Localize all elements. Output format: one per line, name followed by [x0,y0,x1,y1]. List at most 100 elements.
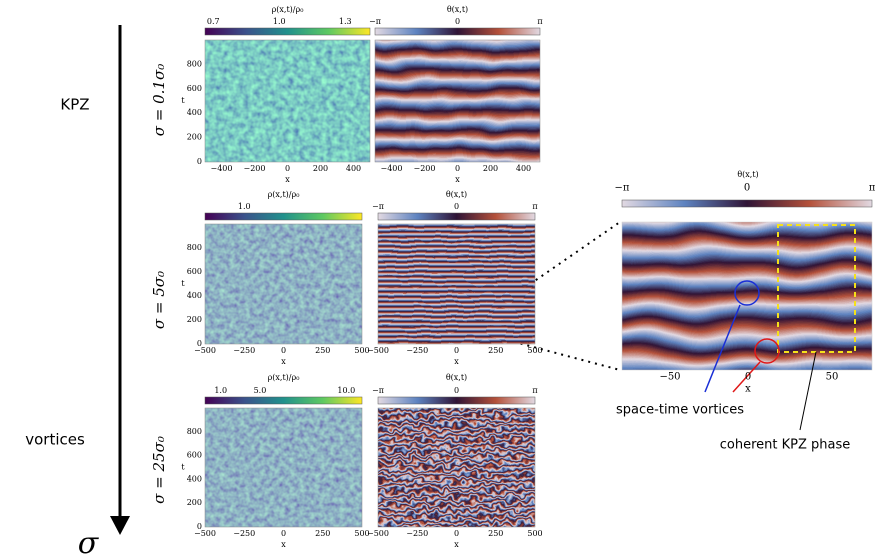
x-label: x [454,540,459,549]
colorbar-tick: −π [615,183,630,194]
colorbar-tick: −π [369,17,381,26]
y-tick-label: 600 [187,267,202,276]
y-tick-label: 0 [197,522,202,531]
colorbar [377,212,536,221]
y-tick-label: 600 [187,84,202,93]
colorbar-tick: π [532,386,537,395]
y-tick-label: 0 [197,157,202,166]
zoom-line [506,339,621,371]
colorbar-label: ρ(x,t)/ρ₀ [268,190,300,199]
x-tick-label: 50 [826,372,839,383]
colorbar [204,212,363,221]
x-tick-label: −500 [367,529,389,538]
annotation: space-time vortices [616,403,744,418]
colorbar-tick: π [869,183,876,194]
x-tick-label: 500 [527,529,542,538]
x-tick-label: 500 [354,346,369,355]
density-heatmap [205,40,370,162]
colorbar-tick: 0.7 [207,17,220,26]
y-tick-label: 200 [187,315,202,324]
x-tick-label: 400 [516,164,531,173]
x-tick-label: 200 [313,164,328,173]
x-tick-label: −400 [381,164,403,173]
x-tick-label: −250 [233,346,255,355]
sigma-symbol: σ [78,526,100,555]
density-heatmap [205,408,362,527]
pointer [704,304,741,393]
colorbar [204,27,371,36]
y-tick-label: 200 [187,133,202,142]
colorbar-tick: 10.0 [337,386,355,395]
vortex-circle [734,280,760,306]
x-tick-label: 0 [455,164,460,173]
x-tick-label: 250 [488,346,503,355]
y-tick-label: 400 [187,474,202,483]
x-label: x [281,540,286,549]
colorbar-label: θ(x,t) [447,5,468,14]
x-tick-label: −50 [659,372,680,383]
y-tick-label: 400 [187,291,202,300]
stripes [378,408,535,527]
colorbar-tick: −π [372,202,384,211]
zoom-colorbar-label: θ(x,t) [737,170,758,179]
frame [377,223,536,345]
phase-heatmap [375,40,540,162]
x-tick-label: 0 [285,164,290,173]
zoom-panel [622,222,872,370]
annotation: coherent KPZ phase [720,438,851,453]
colorbar-tick: 0 [454,386,459,395]
x-tick-label: 500 [527,346,542,355]
x-tick-label: 200 [483,164,498,173]
y-tick-label: 200 [187,498,202,507]
x-tick-label: −250 [406,529,428,538]
colorbar-tick: π [532,202,537,211]
colorbar-label: θ(x,t) [446,373,467,382]
x-tick-label: −500 [194,529,216,538]
colorbar-tick: −π [372,386,384,395]
frame [204,407,363,528]
vortex-circle [754,338,780,364]
noise [205,408,362,527]
colorbar-label: ρ(x,t)/ρ₀ [272,5,304,14]
arrow-head [110,516,130,535]
x-tick-label: 0 [281,529,286,538]
frame [377,407,536,528]
phase-heatmap [378,408,535,527]
y-tick-label: 600 [187,451,202,460]
colorbar-tick: 1.3 [339,17,352,26]
y-label: t [181,279,185,288]
x-label: x [285,175,290,184]
x-tick-label: −250 [233,529,255,538]
x-tick-label: −400 [211,164,233,173]
colorbar-tick: 1.0 [214,386,227,395]
zoom-colorbar [621,199,873,208]
colorbar-tick: 1.0 [238,202,251,211]
x-tick-label: −500 [194,346,216,355]
sigma-label: σ = 5σ₀ [150,271,168,329]
noise [205,40,370,162]
y-label: t [181,463,185,472]
stripes [375,40,540,162]
y-tick-label: 800 [187,59,202,68]
x-tick-label: −500 [367,346,389,355]
x-tick-label: 0 [454,346,459,355]
noise [205,224,362,344]
x-label: x [745,384,751,395]
y-tick-label: 400 [187,108,202,117]
pointer [732,361,761,393]
y-label: t [181,96,185,105]
x-tick-label: 250 [315,346,330,355]
x-tick-label: −200 [414,164,436,173]
zoom-frame [621,221,873,371]
colorbar-tick: 1.0 [273,17,286,26]
x-tick-label: 0 [454,529,459,538]
colorbar-tick: π [537,17,542,26]
x-tick-label: −250 [406,346,428,355]
y-tick-label: 800 [187,243,202,252]
colorbar-label: θ(x,t) [446,190,467,199]
colorbar [374,27,541,36]
colorbar-tick: 0 [455,17,460,26]
colorbar [204,396,363,405]
x-tick-label: 250 [488,529,503,538]
sigma-label: σ = 0.1σ₀ [150,64,168,136]
